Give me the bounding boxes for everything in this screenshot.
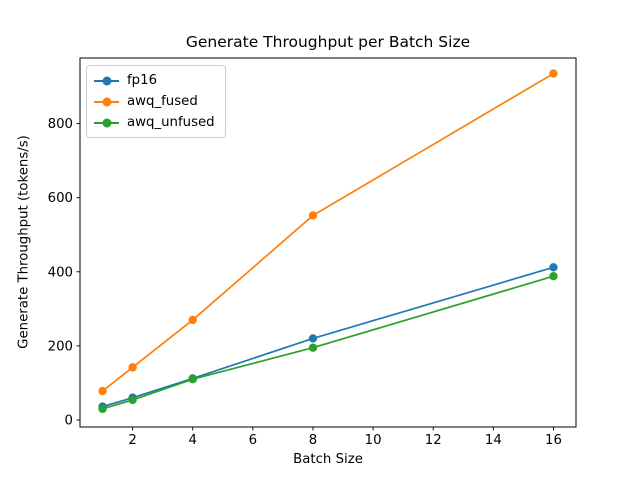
x-tick-label: 6 — [249, 433, 257, 448]
legend: fp16 awq_fused awq_unfused — [86, 65, 226, 138]
legend-line-marker-icon — [94, 76, 119, 86]
series-line-awq_unfused — [102, 275, 554, 410]
x-tick-label: 4 — [188, 433, 196, 448]
x-tick-label: 14 — [485, 433, 502, 448]
data-point-awq_fused — [308, 211, 318, 220]
x-tick-label: 2 — [128, 433, 136, 448]
legend-entry-awq-unfused: awq_unfused — [94, 112, 215, 133]
x-tick-label: 10 — [365, 433, 382, 448]
data-point-awq_fused — [98, 386, 107, 396]
legend-line-marker-icon — [94, 97, 119, 107]
y-tick-label: 0 — [65, 413, 73, 428]
data-point-awq_fused — [188, 315, 197, 325]
y-tick-label: 800 — [48, 117, 73, 132]
data-point-awq_fused — [128, 363, 137, 372]
legend-label-fp16: fp16 — [127, 73, 158, 88]
legend-dot — [102, 97, 111, 106]
y-tick-label: 400 — [48, 265, 73, 280]
legend-entry-fp16: fp16 — [94, 70, 215, 91]
y-tick-label: 200 — [48, 339, 73, 354]
legend-dot — [102, 76, 111, 85]
legend-entry-awq-fused: awq_fused — [94, 91, 215, 112]
y-axis-label: Generate Throughput (tokens/s) — [16, 135, 32, 349]
legend-label-awq-fused: awq_fused — [127, 94, 198, 109]
legend-line-marker-icon — [94, 118, 119, 128]
legend-dot — [102, 118, 111, 127]
x-tick-label: 12 — [425, 433, 442, 448]
data-point-fp16 — [308, 334, 318, 343]
x-tick-label: 8 — [309, 433, 317, 448]
data-point-awq_unfused — [549, 272, 558, 281]
data-point-awq_unfused — [98, 404, 107, 414]
x-axis-label: Batch Size — [293, 452, 363, 467]
legend-label-awq-unfused: awq_unfused — [127, 115, 215, 130]
x-tick-label: 16 — [545, 433, 562, 448]
data-point-awq_unfused — [188, 375, 197, 384]
chart-title: Generate Throughput per Batch Size — [185, 33, 471, 51]
axes-frame — [79, 57, 577, 428]
data-point-awq_fused — [549, 69, 558, 78]
data-point-awq_unfused — [308, 343, 318, 352]
y-tick-label: 600 — [48, 191, 73, 206]
data-point-awq_unfused — [128, 395, 137, 405]
data-point-fp16 — [549, 263, 558, 272]
